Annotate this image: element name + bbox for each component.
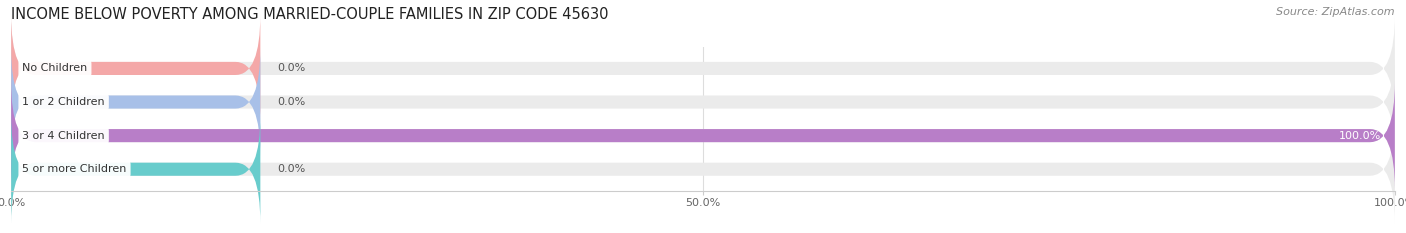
FancyBboxPatch shape	[11, 48, 260, 156]
Text: INCOME BELOW POVERTY AMONG MARRIED-COUPLE FAMILIES IN ZIP CODE 45630: INCOME BELOW POVERTY AMONG MARRIED-COUPL…	[11, 7, 609, 22]
Text: 0.0%: 0.0%	[277, 63, 305, 73]
Text: 0.0%: 0.0%	[277, 97, 305, 107]
FancyBboxPatch shape	[11, 14, 1395, 122]
Text: 3 or 4 Children: 3 or 4 Children	[22, 131, 105, 141]
FancyBboxPatch shape	[11, 115, 260, 223]
Text: 1 or 2 Children: 1 or 2 Children	[22, 97, 105, 107]
FancyBboxPatch shape	[11, 115, 1395, 223]
Text: 0.0%: 0.0%	[277, 164, 305, 174]
FancyBboxPatch shape	[11, 82, 1395, 190]
FancyBboxPatch shape	[11, 14, 260, 122]
Text: Source: ZipAtlas.com: Source: ZipAtlas.com	[1277, 7, 1395, 17]
Text: 100.0%: 100.0%	[1339, 131, 1381, 141]
Text: 5 or more Children: 5 or more Children	[22, 164, 127, 174]
FancyBboxPatch shape	[11, 48, 1395, 156]
FancyBboxPatch shape	[11, 82, 1395, 190]
Text: No Children: No Children	[22, 63, 87, 73]
